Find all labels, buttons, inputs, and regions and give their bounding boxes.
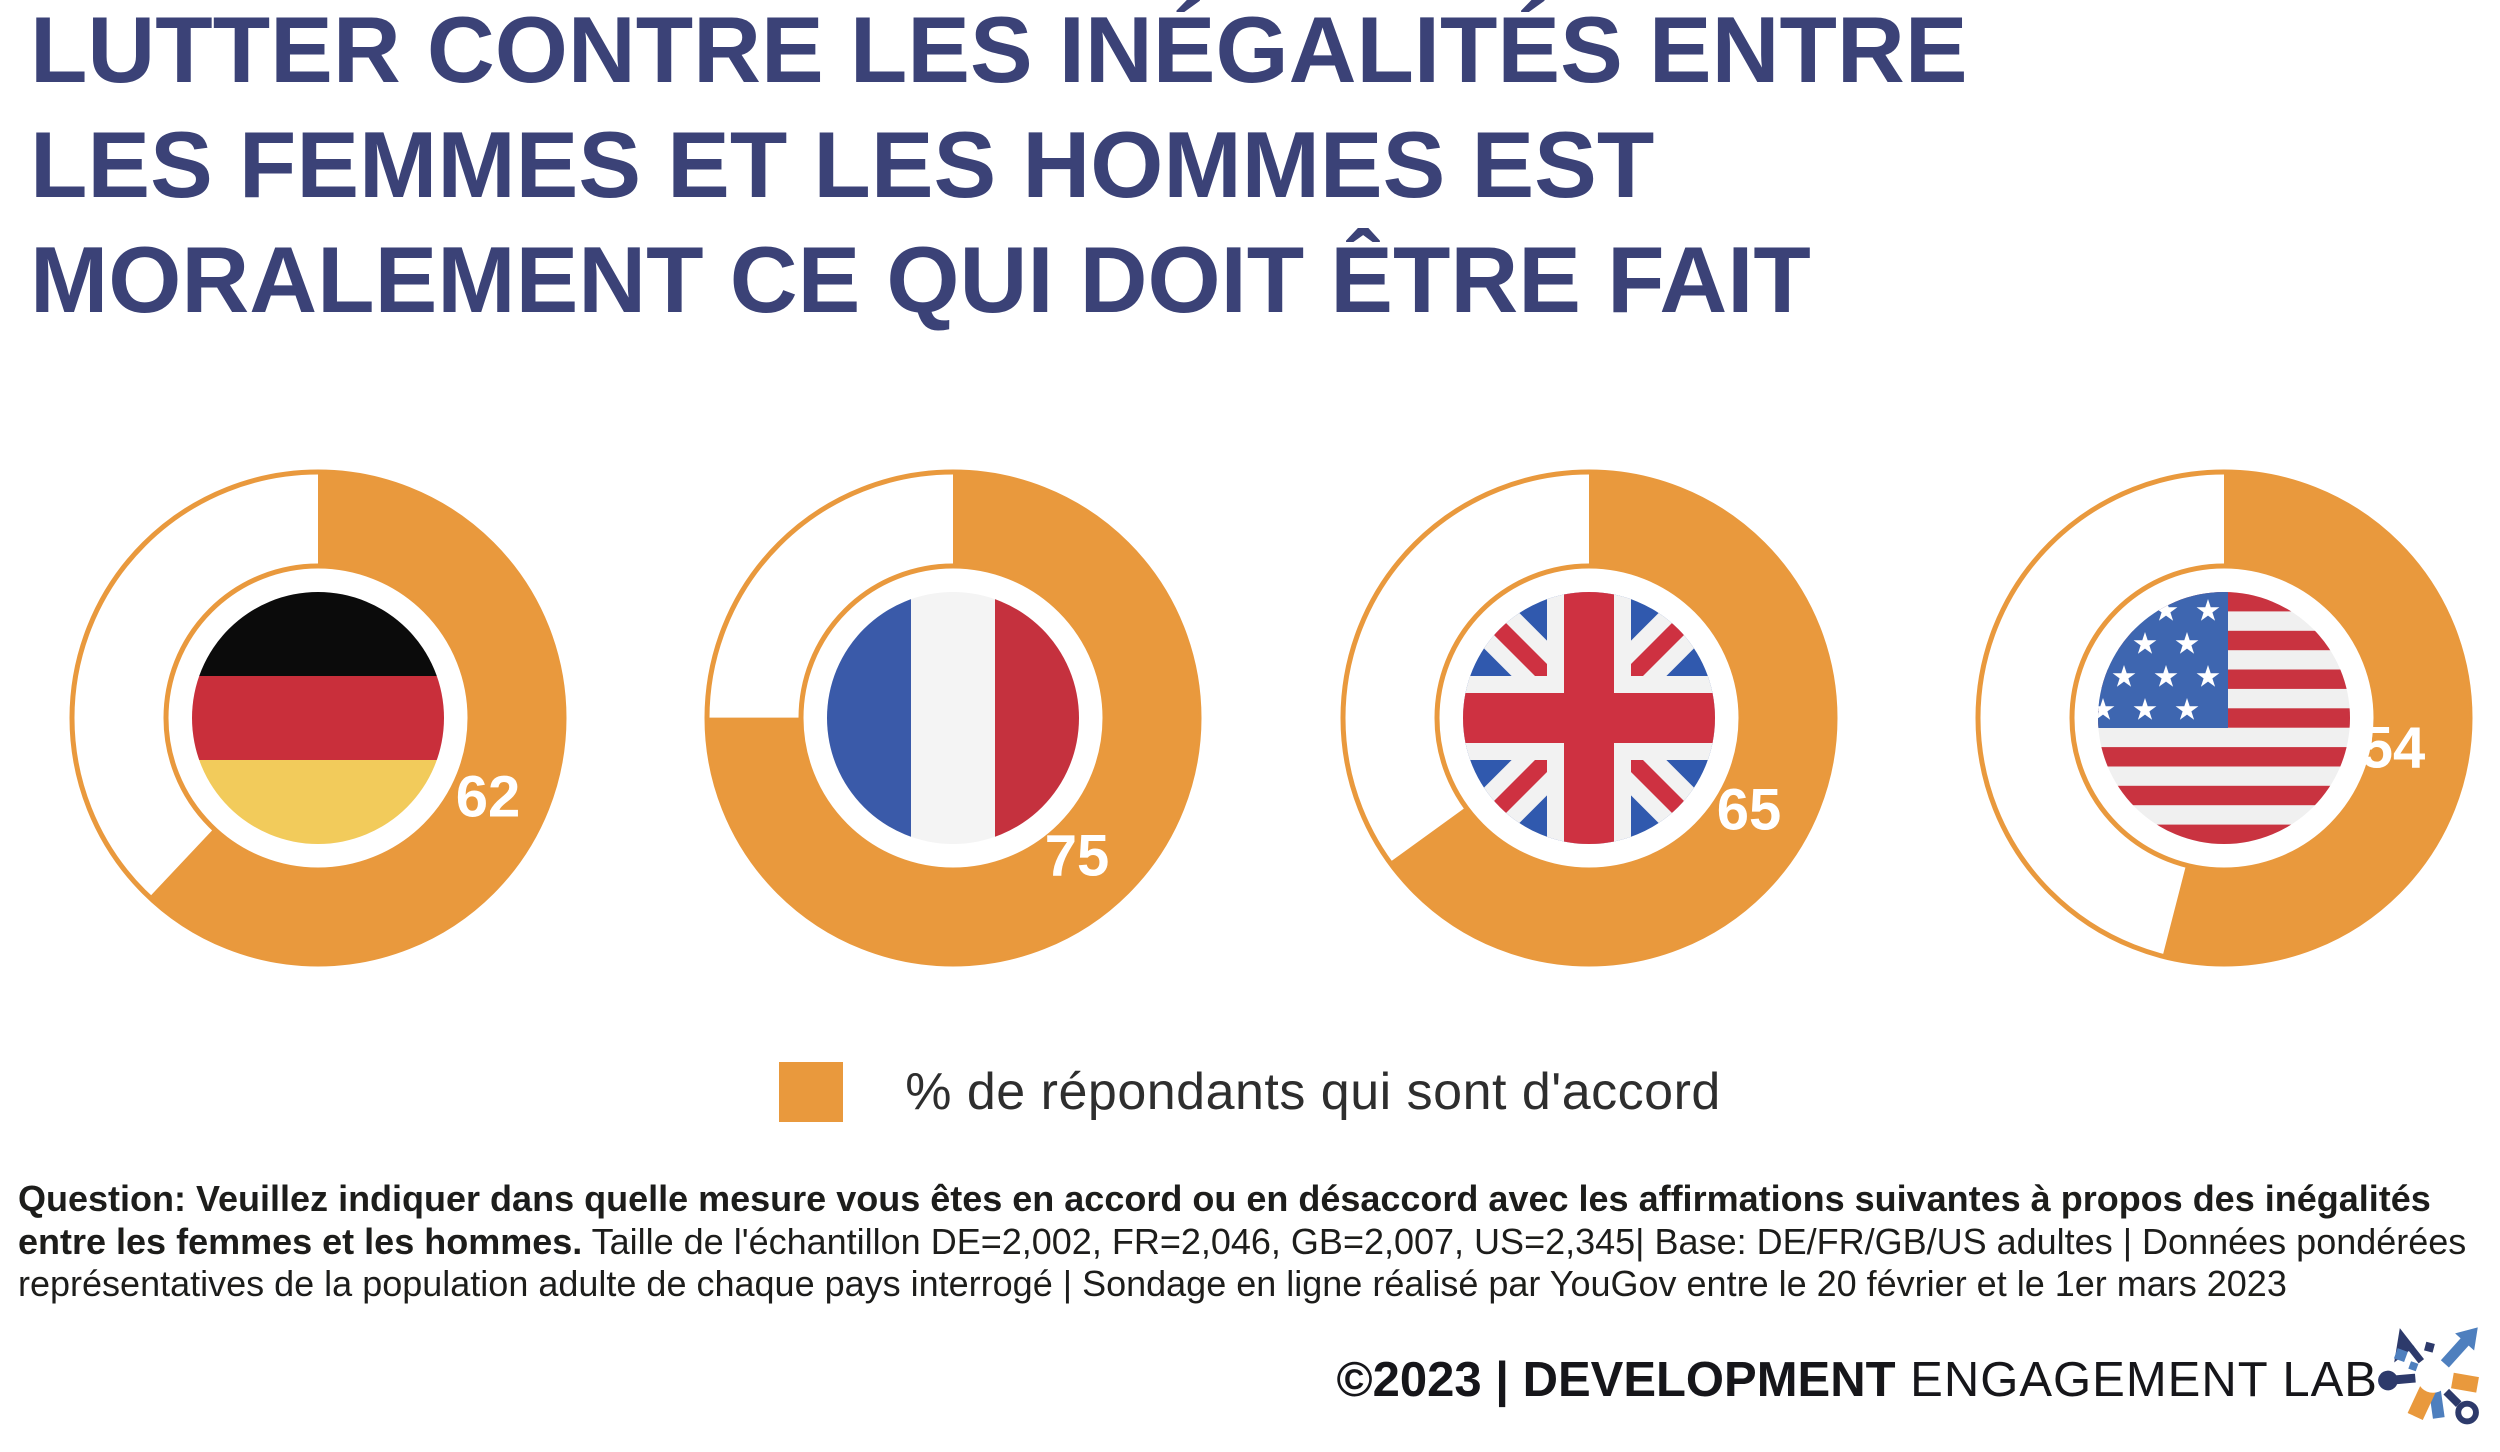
percent-label-france: 75 <box>1045 824 1110 889</box>
logo-ray-orange-right <box>2451 1372 2479 1393</box>
footnote: Question: Veuillez indiquer dans quelle … <box>18 1178 2482 1306</box>
copyright-bold: ©2023 | DEVELOPMENT <box>1336 1353 1896 1407</box>
percent-label-us: 54 <box>2361 716 2426 781</box>
legend-label: % de répondants qui sont d'accord <box>905 1063 1721 1121</box>
donut-chart-uk: 65 <box>1340 469 1838 967</box>
france-flag-icon <box>827 592 1080 844</box>
donut-chart-germany: 62 <box>69 469 567 967</box>
logo-spark-1 <box>2393 1348 2408 1363</box>
percent-label-uk: 65 <box>1716 778 1781 843</box>
percent-label-germany: 62 <box>456 765 521 830</box>
page-title-line-2: LES FEMMES ET LES HOMMES EST <box>30 112 1655 217</box>
copyright-line: ©2023 | DEVELOPMENT ENGAGEMENT LAB <box>1337 1352 2378 1408</box>
donut-arc-uk <box>1342 472 1835 964</box>
development-engagement-lab-logo-icon <box>2378 1327 2479 1425</box>
copyright-regular: ENGAGEMENT LAB <box>1895 1353 2378 1407</box>
donut-chart-us: 54 <box>1975 469 2473 967</box>
footnote-question: Question: Veuillez indiquer dans quelle … <box>18 1178 2431 1262</box>
logo-spark-3 <box>2424 1341 2435 1353</box>
donut-arc-france <box>707 472 1200 964</box>
footnote-details: Taille de l'échantillon DE=2,002, FR=2,0… <box>18 1220 2467 1305</box>
legend: % de répondants qui sont d'accord <box>0 1062 2500 1122</box>
donut-germany: 62 <box>66 466 570 970</box>
donut-arc-us <box>1977 472 2470 964</box>
donut-us: 54 <box>1972 466 2476 970</box>
logo-arrow-up-right <box>2440 1327 2478 1368</box>
donut-france: 75 <box>701 466 1205 970</box>
germany-flag-icon <box>192 592 444 844</box>
logo-spark-2 <box>2408 1361 2419 1372</box>
page-title-line-3: MORALEMENT CE QUI DOIT ÊTRE FAIT <box>30 227 1811 332</box>
donut-uk: 65 <box>1337 466 1841 970</box>
donut-chart-row: 62 75 <box>66 466 2476 970</box>
page-title-line-1: LUTTER CONTRE LES INÉGALITÉS ENTRE <box>30 0 1968 102</box>
logo-dot-ray <box>2378 1370 2416 1391</box>
legend-swatch <box>779 1062 844 1122</box>
united-kingdom-flag-icon <box>1462 592 1715 844</box>
logo-center <box>2417 1361 2449 1393</box>
page-title: LUTTER CONTRE LES INÉGALITÉS ENTRE LES F… <box>30 0 1968 337</box>
donut-chart-france: 75 <box>704 469 1202 967</box>
donut-arc-germany <box>72 472 564 964</box>
logo-ring-ray <box>2443 1388 2479 1425</box>
